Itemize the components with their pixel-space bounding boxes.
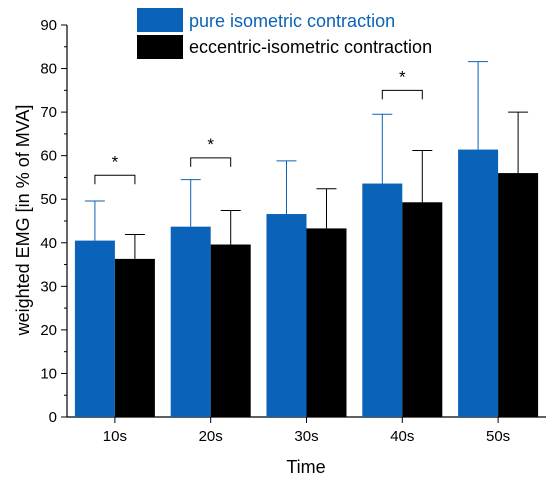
y-tick-label-40: 40	[40, 235, 57, 252]
significance-bracket-20s	[190, 157, 232, 167]
y-axis-title: weighted EMG [in % of MVA]	[13, 105, 33, 337]
significance-bracket-10s	[94, 174, 136, 185]
y-tick-label-70: 70	[40, 104, 57, 121]
bar-10s-series-0	[74, 240, 115, 417]
y-tick-label-80: 80	[40, 61, 57, 78]
y-tick-label-50: 50	[40, 191, 57, 208]
x-tick-label-20s: 20s	[199, 428, 223, 445]
significance-marker-10s: *	[112, 152, 119, 171]
significance-bracket-40s	[381, 89, 423, 100]
x-axis-title: Time	[286, 457, 325, 477]
bars	[74, 149, 539, 417]
bar-40s-series-1	[402, 202, 443, 417]
bar-20s-series-1	[210, 244, 251, 417]
legend-swatch-pure-isometric	[137, 8, 183, 32]
y-tick-label-10: 10	[40, 365, 57, 382]
y-axis: 0 10 20 30 40 50 60 70 80 90	[40, 17, 67, 426]
bar-10s-series-1	[114, 258, 155, 417]
x-tick-label-30s: 30s	[294, 428, 318, 445]
x-tick-label-10s: 10s	[103, 428, 127, 445]
y-tick-label-90: 90	[40, 17, 57, 34]
legend: pure isometric contraction eccentric-iso…	[137, 8, 432, 59]
bar-50s-series-1	[498, 173, 539, 417]
y-tick-label-60: 60	[40, 148, 57, 165]
legend-swatch-eccentric-isometric	[137, 35, 183, 59]
x-tick-label-40s: 40s	[390, 428, 414, 445]
legend-label-pure-isometric: pure isometric contraction	[189, 11, 395, 31]
x-axis: 10s 20s 30s 40s 50s	[103, 417, 510, 445]
significance-marker-20s: *	[207, 135, 214, 154]
bar-40s-series-0	[362, 183, 403, 417]
x-tick-label-50s: 50s	[486, 428, 510, 445]
legend-label-eccentric-isometric: eccentric-isometric contraction	[189, 37, 432, 57]
significance-brackets: * * *	[94, 67, 423, 185]
y-tick-label-20: 20	[40, 322, 57, 339]
error-bars	[84, 61, 529, 259]
bar-30s-series-0	[266, 214, 307, 417]
bar-30s-series-1	[306, 228, 347, 417]
bar-20s-series-0	[170, 226, 211, 417]
y-tick-label-0: 0	[49, 409, 57, 426]
bar-50s-series-0	[458, 149, 499, 417]
y-tick-label-30: 30	[40, 278, 57, 295]
significance-marker-40s: *	[399, 67, 406, 86]
